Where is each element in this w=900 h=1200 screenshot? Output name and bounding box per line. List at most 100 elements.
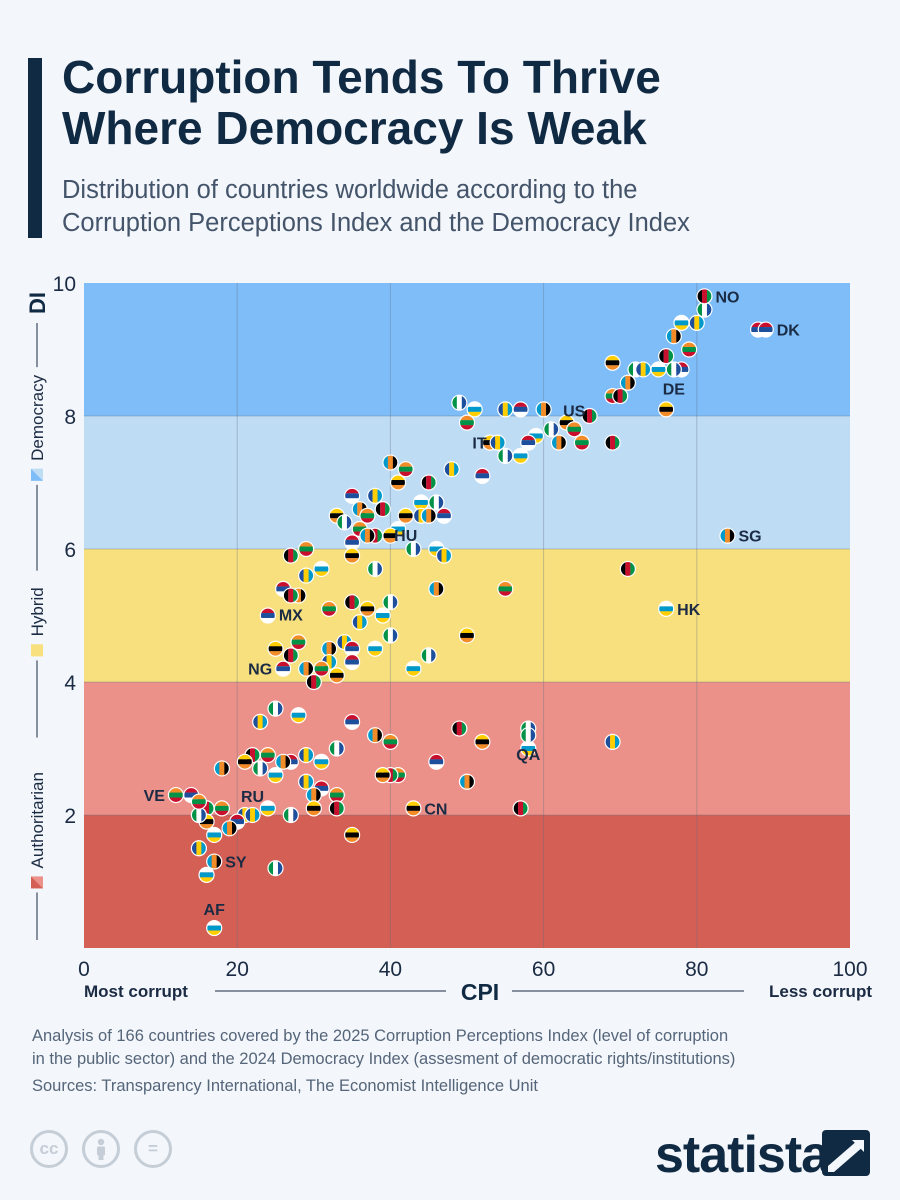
flag-stripe bbox=[377, 488, 383, 504]
flag-outline bbox=[474, 467, 491, 484]
flag-outline bbox=[466, 401, 483, 418]
flag-stripe bbox=[341, 634, 347, 650]
data-point bbox=[428, 753, 445, 770]
data-point-af bbox=[206, 919, 223, 937]
flag-stripe bbox=[426, 647, 432, 663]
flag-outline bbox=[512, 800, 529, 817]
data-point bbox=[397, 461, 414, 478]
flag-stripe bbox=[428, 759, 444, 765]
person-icon[interactable] bbox=[82, 1130, 120, 1168]
flag-stripe bbox=[329, 667, 345, 673]
flag-outline bbox=[451, 720, 468, 737]
flag-stripe bbox=[574, 440, 590, 446]
flag-fill bbox=[199, 867, 215, 883]
data-point-us bbox=[566, 421, 583, 438]
flag-fill bbox=[375, 767, 391, 783]
data-point bbox=[259, 607, 276, 624]
flag-fill bbox=[344, 488, 360, 504]
point-label-hu: HU bbox=[394, 528, 417, 545]
flag-fill bbox=[582, 408, 598, 424]
flag-stripe bbox=[359, 606, 375, 612]
flag-fill bbox=[405, 800, 421, 816]
flag-stripe bbox=[191, 807, 197, 823]
flag-fill bbox=[344, 641, 360, 657]
data-point bbox=[328, 800, 345, 817]
flag-outline bbox=[328, 800, 345, 817]
flag-stripe bbox=[214, 800, 230, 806]
flag-fill bbox=[436, 548, 452, 564]
flag-stripe bbox=[308, 774, 314, 790]
data-point bbox=[435, 507, 453, 524]
flag-stripe bbox=[474, 739, 490, 745]
flag-stripe bbox=[357, 501, 363, 517]
cc-icon[interactable]: cc bbox=[30, 1130, 68, 1168]
data-point bbox=[497, 580, 514, 597]
data-point bbox=[673, 314, 690, 332]
data-point bbox=[405, 660, 422, 677]
flag-stripe bbox=[250, 747, 256, 763]
flag-stripe bbox=[436, 518, 452, 524]
point-label-sg: SG bbox=[738, 529, 761, 546]
flag-stripe bbox=[392, 594, 398, 610]
y-axis-label: DI bbox=[25, 292, 50, 314]
flag-outline bbox=[359, 600, 376, 617]
flag-stripe bbox=[329, 797, 345, 803]
data-point bbox=[374, 766, 391, 784]
flag-stripe bbox=[288, 807, 294, 823]
flag-stripe bbox=[344, 493, 360, 499]
sources: Sources: Transparency International, The… bbox=[32, 1077, 538, 1095]
flag-outline bbox=[658, 401, 675, 418]
flag-stripe bbox=[651, 366, 666, 372]
flag-stripe bbox=[288, 588, 294, 604]
flag-stripe bbox=[497, 448, 503, 464]
flag-outline bbox=[344, 713, 361, 730]
data-point bbox=[366, 640, 384, 657]
point-label-cn: CN bbox=[424, 801, 447, 818]
flag-fill bbox=[428, 581, 444, 597]
data-point bbox=[550, 434, 568, 451]
flag-stripe bbox=[359, 528, 365, 544]
flag-stripe bbox=[456, 395, 462, 411]
flag-stripe bbox=[446, 548, 452, 564]
flag-stripe bbox=[382, 533, 398, 539]
flag-stripe bbox=[699, 315, 705, 331]
flag-stripe bbox=[635, 361, 641, 377]
flag-outline bbox=[267, 700, 284, 717]
data-point-dk bbox=[757, 321, 774, 338]
data-point bbox=[313, 560, 330, 578]
flag-stripe bbox=[260, 800, 276, 806]
flag-stripe bbox=[283, 807, 289, 823]
flag-stripe bbox=[290, 717, 306, 723]
flag-outline bbox=[420, 474, 437, 491]
flag-stripe bbox=[582, 408, 588, 424]
data-point bbox=[604, 434, 621, 451]
flag-stripe bbox=[630, 561, 636, 577]
flag-stripe bbox=[313, 780, 329, 786]
flag-stripe bbox=[372, 488, 378, 504]
flag-stripe bbox=[298, 551, 314, 557]
flag-stripe bbox=[260, 810, 276, 816]
flag-fill bbox=[520, 435, 536, 451]
equals-icon[interactable]: = bbox=[134, 1130, 172, 1168]
flag-fill bbox=[214, 800, 230, 816]
data-point bbox=[344, 826, 361, 844]
flag-outline bbox=[497, 580, 514, 597]
flag-stripe bbox=[375, 777, 391, 783]
legend-label: Authoritarian bbox=[28, 772, 47, 868]
flag-outline bbox=[206, 853, 223, 870]
flag-stripe bbox=[344, 594, 350, 610]
flag-outline bbox=[435, 547, 453, 564]
flag-stripe bbox=[474, 478, 490, 484]
flag-stripe bbox=[566, 431, 582, 437]
data-point bbox=[374, 501, 391, 518]
data-point bbox=[359, 527, 376, 544]
data-point bbox=[190, 793, 207, 810]
flag-outline bbox=[313, 560, 330, 578]
flag-stripe bbox=[268, 772, 283, 778]
flag-stripe bbox=[344, 659, 360, 665]
legend-label: Hybrid bbox=[28, 587, 47, 636]
flag-fill bbox=[252, 714, 268, 730]
data-point bbox=[382, 454, 399, 471]
flag-stripe bbox=[367, 651, 383, 657]
data-point bbox=[344, 713, 361, 730]
